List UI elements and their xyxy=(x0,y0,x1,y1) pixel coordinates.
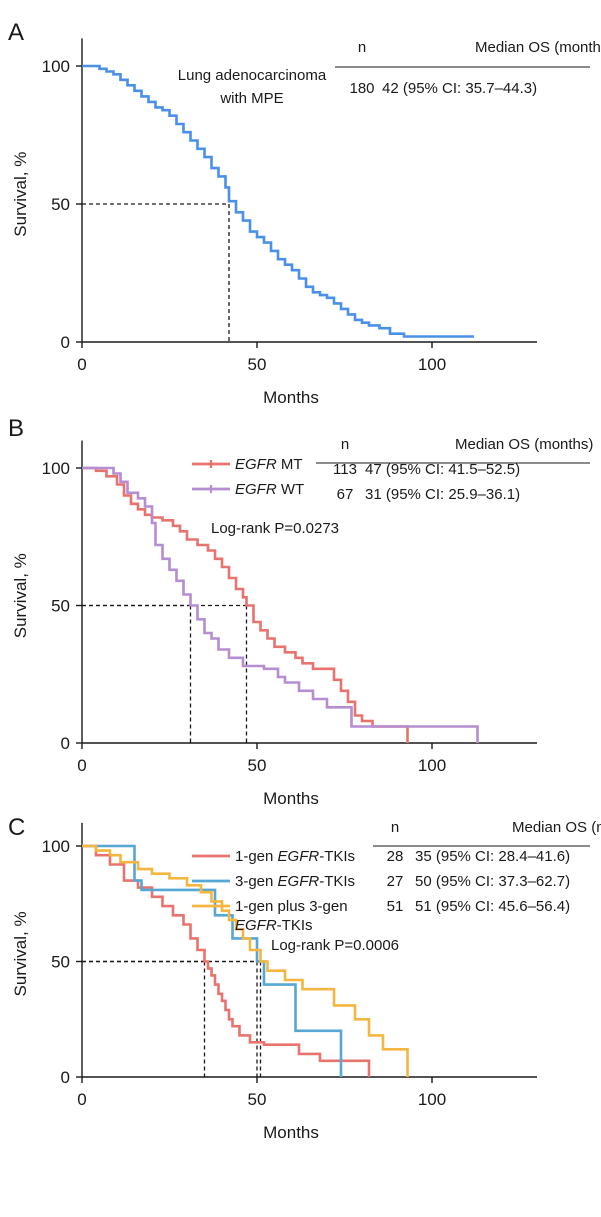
y-tick-label: 0 xyxy=(61,1068,70,1087)
legend-label-italic: EGFR xyxy=(235,456,277,473)
legend-label: EGFR-TKIs xyxy=(235,917,313,934)
median-os-table: n Median OS (months) 113 47 (95% CI: 41.5–5… xyxy=(316,436,593,503)
legend-label-rest: WT xyxy=(277,481,305,498)
survival-curve-series-1 xyxy=(82,64,474,338)
legend-label-part: EGFR xyxy=(235,917,277,934)
x-axis-label: Months xyxy=(263,789,319,808)
x-tick-label: 100 xyxy=(418,1090,446,1109)
legend-label: 1-gen plus 3-gen xyxy=(235,898,348,915)
table-cell: 51 (95% CI: 45.6–56.4) xyxy=(415,898,570,915)
y-axis-label: Survival, % xyxy=(11,553,30,638)
survival-curve-series-2 xyxy=(82,844,343,1077)
survival-curve-series-1 xyxy=(82,844,371,1077)
x-tick-label: 0 xyxy=(77,355,86,374)
x-tick-label: 100 xyxy=(418,756,446,775)
table-cell: 27 xyxy=(387,873,404,890)
chart-panel-c: C 0 50 100 0 50 100 Months Survival, % Log-rank P… xyxy=(8,814,601,1142)
survival-curve-series-3 xyxy=(82,844,409,1077)
legend-label-part: 3-gen xyxy=(235,873,278,890)
chart-annotation: Log-rank P=0.0273 xyxy=(211,520,339,537)
survival-curve-series-1 xyxy=(82,466,409,743)
y-tick-label: 0 xyxy=(61,734,70,753)
panel-letter: C xyxy=(8,814,25,841)
table-cell: 113 xyxy=(333,461,357,478)
x-axis-label: Months xyxy=(263,388,319,407)
chart-panel-b: B 0 50 100 0 50 100 Months Survival, % Log-rank P… xyxy=(8,415,593,808)
x-tick-label: 0 xyxy=(77,1090,86,1109)
y-tick-label: 50 xyxy=(51,195,70,214)
legend-label-part: 1-gen xyxy=(235,848,278,865)
legend-label-part: EGFR xyxy=(278,873,320,890)
table-cell: 50 (95% CI: 37.3–62.7) xyxy=(415,873,570,890)
survival-curve-series-2 xyxy=(82,466,479,743)
table-header: Median OS (months) xyxy=(475,39,601,56)
y-tick-label: 50 xyxy=(51,597,70,616)
x-tick-label: 0 xyxy=(77,756,86,775)
legend-label: 3-gen EGFR-TKIs xyxy=(235,873,355,890)
table-cell: 42 (95% CI: 35.7–44.3) xyxy=(382,80,537,97)
chart-panel-a: A 0 50 100 0 50 100 Months Survival, % Lung adeno… xyxy=(8,19,601,407)
legend-label: EGFR WT xyxy=(235,481,304,498)
legend-label-italic: EGFR xyxy=(235,481,277,498)
x-tick-label: 100 xyxy=(418,355,446,374)
x-tick-label: 50 xyxy=(248,1090,267,1109)
panel-letter: A xyxy=(8,19,24,46)
median-os-table: n Median OS (months) 28 35 (95% CI: 28.4–41… xyxy=(373,819,601,915)
y-tick-label: 0 xyxy=(61,333,70,352)
median-os-table: n Median OS (months) 180 42 (95% CI: 35.7–4… xyxy=(335,39,601,97)
table-header: Median OS (months) xyxy=(455,436,593,453)
x-tick-label: 50 xyxy=(248,355,267,374)
legend-label: 1-gen EGFR-TKIs xyxy=(235,848,355,865)
y-axis-label: Survival, % xyxy=(11,152,30,237)
panel-letter: B xyxy=(8,415,24,442)
table-cell: 35 (95% CI: 28.4–41.6) xyxy=(415,848,570,865)
legend-label: EGFR MT xyxy=(235,456,303,473)
legend-label-part: 1-gen plus 3-gen xyxy=(235,898,348,915)
table-header: n xyxy=(391,819,399,836)
legend-label-part: EGFR xyxy=(278,848,320,865)
y-axis-label: Survival, % xyxy=(11,911,30,996)
legend-label-rest: MT xyxy=(277,456,303,473)
table-cell: 180 xyxy=(349,80,374,97)
y-tick-label: 50 xyxy=(51,953,70,972)
y-tick-label: 100 xyxy=(42,837,70,856)
table-cell: 28 xyxy=(387,848,404,865)
x-tick-label: 50 xyxy=(248,756,267,775)
legend-label-part: -TKIs xyxy=(277,917,313,934)
table-header: n xyxy=(358,39,366,56)
x-axis-label: Months xyxy=(263,1123,319,1142)
legend-label-part: -TKIs xyxy=(319,873,355,890)
table-cell: 47 (95% CI: 41.5–52.5) xyxy=(365,461,520,478)
table-cell: 31 (95% CI: 25.9–36.1) xyxy=(365,486,520,503)
chart-annotation: Log-rank P=0.0006 xyxy=(271,937,399,954)
y-tick-label: 100 xyxy=(42,57,70,76)
legend-label-part: -TKIs xyxy=(319,848,355,865)
table-header: n xyxy=(341,436,349,453)
table-header: Median OS (months) xyxy=(512,819,601,836)
y-tick-label: 100 xyxy=(42,459,70,478)
chart-annotation: Lung adenocarcinoma xyxy=(178,67,327,84)
chart-annotation: with MPE xyxy=(219,90,283,107)
table-cell: 51 xyxy=(387,898,404,915)
table-cell: 67 xyxy=(337,486,354,503)
